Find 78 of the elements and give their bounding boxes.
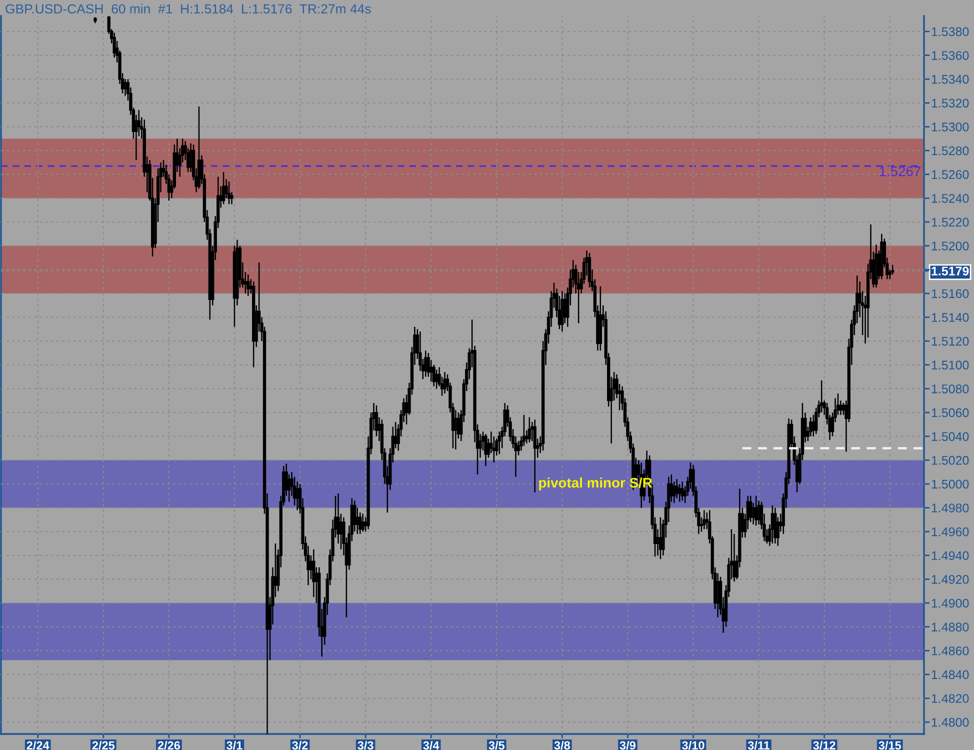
y-tick-label: 1.5340 bbox=[932, 74, 969, 84]
x-tick-label: 3/5 bbox=[488, 740, 505, 750]
y-tick-label: 1.5320 bbox=[932, 98, 969, 108]
y-tick-label: 1.5020 bbox=[932, 456, 969, 465]
candlestick bbox=[492, 436, 496, 464]
candlestick bbox=[426, 352, 430, 378]
y-tick-label: 1.4860 bbox=[932, 646, 969, 656]
y-tick-label: 1.5300 bbox=[932, 122, 969, 132]
chart-title: GBP.USD-CASH 60 min #1 H:1.5184 L:1.5176 TR:27m 44s bbox=[6, 4, 371, 14]
candlestick bbox=[774, 507, 777, 544]
y-tick-label: 1.5360 bbox=[932, 51, 969, 60]
y-tick-label: 1.5260 bbox=[932, 170, 969, 180]
candlestick bbox=[770, 504, 774, 544]
x-tick-label: 3/2 bbox=[292, 740, 308, 750]
x-tick-label: 2/25 bbox=[92, 740, 115, 750]
candlestick bbox=[296, 480, 299, 511]
candlestick bbox=[533, 419, 536, 493]
y-tick-label: 1.5060 bbox=[932, 408, 969, 418]
y-tick-label: 1.5380 bbox=[932, 27, 969, 36]
candlestick bbox=[434, 369, 438, 390]
x-tick-label: 3/3 bbox=[358, 740, 374, 750]
x-tick-label: 3/8 bbox=[554, 740, 570, 750]
x-tick-label: 2/24 bbox=[26, 740, 50, 750]
y-tick-label: 1.5240 bbox=[932, 194, 969, 203]
candlestick bbox=[874, 244, 878, 288]
candlestick bbox=[880, 233, 884, 280]
y-tick-label: 1.4980 bbox=[932, 504, 969, 512]
candlestick bbox=[443, 371, 446, 394]
x-tick-label: 2/26 bbox=[158, 740, 180, 750]
y-tick-label: 1.5220 bbox=[932, 218, 969, 227]
y-tick-label: 1.4800 bbox=[932, 718, 969, 727]
y-tick-label: 1.5140 bbox=[932, 313, 969, 322]
candlestick bbox=[680, 480, 684, 502]
candlestick bbox=[222, 171, 226, 205]
candlestick bbox=[560, 290, 564, 332]
ref-line-label: 1.5267 bbox=[880, 166, 921, 176]
y-tick-label: 1.4880 bbox=[932, 622, 969, 632]
y-tick-label: 1.4900 bbox=[932, 598, 969, 608]
candlestick bbox=[528, 416, 531, 443]
y-tick-label: 1.4960 bbox=[932, 527, 969, 536]
candlestick bbox=[358, 512, 362, 535]
candlestick bbox=[702, 510, 706, 530]
candlestick bbox=[484, 433, 488, 467]
candlestick bbox=[678, 483, 682, 502]
y-tick-label: 1.5080 bbox=[932, 384, 969, 394]
y-tick-label: 1.4920 bbox=[932, 575, 969, 584]
x-tick-label: 3/4 bbox=[423, 740, 440, 750]
y-tick-label: 1.4820 bbox=[932, 694, 969, 703]
y-tick-label: 1.5120 bbox=[932, 336, 969, 346]
candlestick bbox=[522, 414, 526, 446]
candlestick bbox=[197, 106, 201, 190]
x-tick-label: 3/15 bbox=[878, 740, 902, 750]
y-tick-label: 1.5040 bbox=[932, 432, 969, 441]
x-tick-label: 3/12 bbox=[813, 740, 836, 750]
y-tick-label: 1.5280 bbox=[932, 146, 969, 156]
candlestick bbox=[374, 404, 378, 437]
candlestick bbox=[432, 364, 436, 387]
candlestick bbox=[809, 416, 812, 437]
candlestick bbox=[757, 500, 760, 526]
y-tick-label: 1.5179 bbox=[932, 266, 969, 276]
candlestick bbox=[598, 286, 602, 352]
candlestick bbox=[424, 350, 428, 378]
x-tick-label: 3/10 bbox=[682, 740, 704, 750]
y-tick-label: 1.5160 bbox=[932, 289, 969, 298]
candlestick bbox=[246, 274, 250, 296]
candlestick bbox=[498, 430, 501, 455]
candlestick bbox=[588, 252, 592, 288]
x-tick-label: 3/1 bbox=[226, 740, 242, 750]
candlestick bbox=[361, 513, 364, 532]
x-tick-label: 3/11 bbox=[748, 740, 770, 750]
y-tick-label: 1.4940 bbox=[932, 551, 969, 560]
y-tick-label: 1.5200 bbox=[932, 242, 969, 250]
x-tick-label: 3/9 bbox=[620, 740, 636, 750]
y-tick-label: 1.5000 bbox=[932, 480, 969, 489]
y-tick-label: 1.4840 bbox=[932, 670, 969, 680]
y-tick-label: 1.5100 bbox=[932, 360, 969, 370]
candlestick bbox=[732, 533, 736, 582]
candlestick bbox=[112, 32, 116, 58]
